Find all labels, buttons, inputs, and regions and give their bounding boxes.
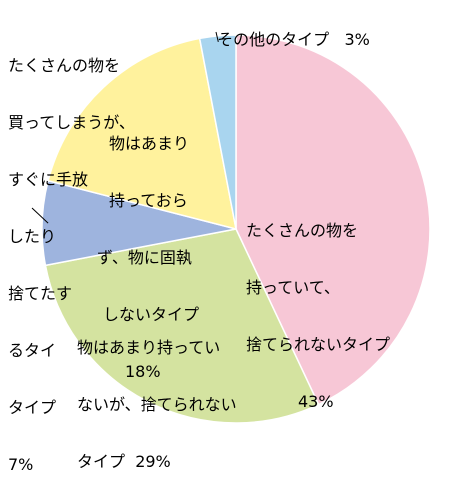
pie-slice-2 xyxy=(44,228,320,424)
slice-label-1-line-1: たくさんの物を xyxy=(246,221,359,240)
slice-label-3-line-6: るタイ xyxy=(8,341,57,360)
leader-line-5 xyxy=(215,31,219,42)
slice-label-3-line-3: すぐに手放 xyxy=(8,170,89,189)
slice-label-3-line-7: タイプ xyxy=(8,398,57,417)
slice-value-3: 7% xyxy=(8,455,34,474)
slice-label-2-line-1: 物はあまり持ってい xyxy=(77,338,221,357)
pie-slice-4 xyxy=(47,37,237,231)
slice-label-4-line-2: 持っておら xyxy=(109,191,188,210)
slice-label-2-line-2: ないが、捨てられない xyxy=(77,395,237,414)
slice-label-4-line-3: ず、物に固執 xyxy=(97,248,192,267)
slice-value-2: 29% xyxy=(135,452,171,471)
slice-label-3-line-1: たくさんの物を xyxy=(8,56,121,75)
slice-value-1: 43% xyxy=(298,392,334,411)
slice-label-5-line-1: その他のタイプ xyxy=(217,30,330,49)
leader-line-3 xyxy=(31,207,49,224)
slice-label-1-line-2: 持っていて、 xyxy=(246,278,340,297)
slice-label-4-line-1: 物はあまり xyxy=(109,134,190,153)
pie-slice-5 xyxy=(198,34,237,230)
slice-label-3-line-5: 捨てたす xyxy=(8,284,73,303)
pie-chart xyxy=(31,31,431,424)
slice-label-3: たくさんの物を 買ってしまうが、 すぐに手放 したり 捨てたす るタイ タイプ … xyxy=(8,18,135,493)
pie-slice-1 xyxy=(235,34,431,406)
slice-label-5: その他のタイプ 3% xyxy=(207,11,370,49)
slice-label-3-line-4: したり xyxy=(8,227,57,246)
slice-label-1: たくさんの物を 持っていて、 捨てられないタイプ 43% xyxy=(246,183,390,430)
slice-value-5: 3% xyxy=(344,30,370,49)
slice-label-4-line-4: しないタイプ xyxy=(103,305,200,324)
slice-label-3-line-2: 買ってしまうが、 xyxy=(8,113,135,132)
slice-value-4: 18% xyxy=(125,362,161,381)
slice-label-1-line-3: 捨てられないタイプ xyxy=(246,335,391,354)
slice-label-4: 物はあまり 持っておら ず、物に固執 しないタイプ 18% xyxy=(97,96,199,400)
